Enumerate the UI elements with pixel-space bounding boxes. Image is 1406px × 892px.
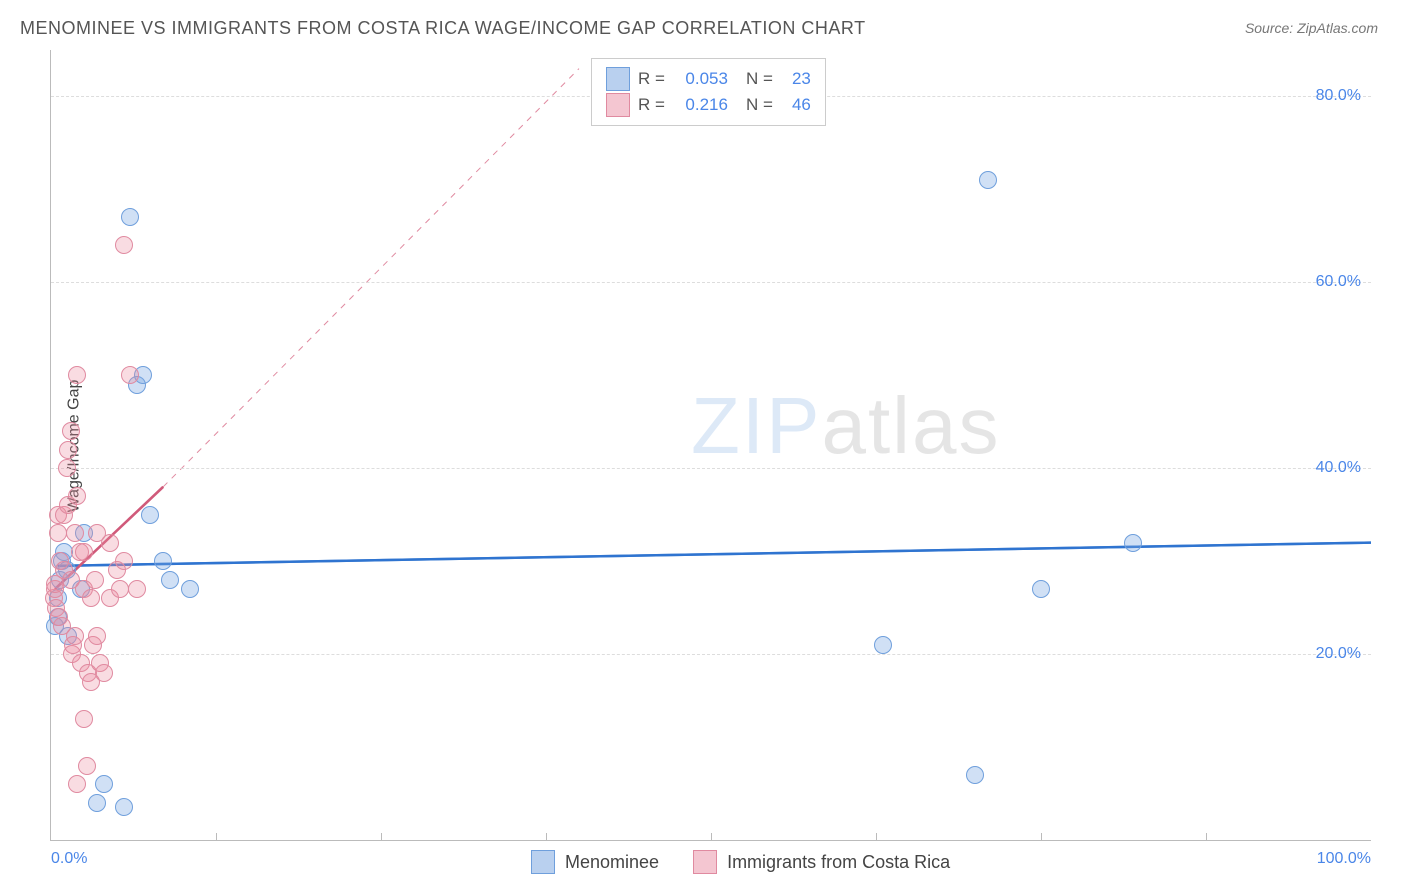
data-point-menominee [115, 798, 133, 816]
data-point-costa_rica [86, 571, 104, 589]
legend-r-value: 0.053 [673, 69, 728, 89]
data-point-costa_rica [121, 366, 139, 384]
data-point-costa_rica [58, 459, 76, 477]
data-point-costa_rica [68, 487, 86, 505]
data-point-costa_rica [115, 236, 133, 254]
data-point-costa_rica [111, 580, 129, 598]
x-tick-mark [546, 833, 547, 841]
legend-swatch [693, 850, 717, 874]
x-tick-label: 100.0% [1317, 850, 1371, 868]
data-point-menominee [979, 171, 997, 189]
x-tick-mark [1041, 833, 1042, 841]
y-tick-label: 40.0% [1316, 459, 1361, 477]
data-point-costa_rica [95, 664, 113, 682]
legend-swatch [606, 93, 630, 117]
y-tick-label: 20.0% [1316, 645, 1361, 663]
legend-row-menominee: R = 0.053 N = 23 [606, 67, 811, 91]
data-point-menominee [874, 636, 892, 654]
trend-line [163, 69, 579, 487]
data-point-menominee [95, 775, 113, 793]
data-point-menominee [88, 794, 106, 812]
chart-title: MENOMINEE VS IMMIGRANTS FROM COSTA RICA … [20, 18, 866, 39]
legend-r-value: 0.216 [673, 95, 728, 115]
x-tick-mark [711, 833, 712, 841]
data-point-costa_rica [128, 580, 146, 598]
legend-r-label: R = [638, 69, 665, 89]
data-point-costa_rica [101, 534, 119, 552]
x-tick-mark [876, 833, 877, 841]
x-tick-mark [381, 833, 382, 841]
legend-r-label: R = [638, 95, 665, 115]
legend-series-label: Immigrants from Costa Rica [727, 852, 950, 873]
data-point-costa_rica [49, 524, 67, 542]
legend-swatch [606, 67, 630, 91]
legend-n-value: 23 [781, 69, 811, 89]
data-point-costa_rica [68, 775, 86, 793]
legend-swatch [531, 850, 555, 874]
gridline-h [51, 654, 1371, 655]
data-point-menominee [966, 766, 984, 784]
data-point-menominee [121, 208, 139, 226]
series-legend: Menominee Immigrants from Costa Rica [531, 850, 974, 874]
legend-n-label: N = [746, 69, 773, 89]
x-tick-mark [216, 833, 217, 841]
data-point-costa_rica [78, 757, 96, 775]
data-point-costa_rica [62, 422, 80, 440]
x-tick-mark [1206, 833, 1207, 841]
data-point-costa_rica [82, 589, 100, 607]
data-point-menominee [154, 552, 172, 570]
data-point-costa_rica [66, 524, 84, 542]
trend-lines-layer [51, 50, 1371, 840]
data-point-menominee [181, 580, 199, 598]
data-point-costa_rica [68, 366, 86, 384]
y-tick-label: 80.0% [1316, 87, 1361, 105]
legend-n-value: 46 [781, 95, 811, 115]
gridline-h [51, 468, 1371, 469]
data-point-costa_rica [66, 627, 84, 645]
data-point-menominee [161, 571, 179, 589]
data-point-menominee [1032, 580, 1050, 598]
data-point-costa_rica [88, 627, 106, 645]
source-attribution: Source: ZipAtlas.com [1245, 20, 1378, 36]
data-point-costa_rica [75, 710, 93, 728]
scatter-plot-area: ZIPatlas 20.0%40.0%60.0%80.0%0.0%100.0%R… [50, 50, 1371, 841]
legend-row-costa_rica: R = 0.216 N = 46 [606, 93, 811, 117]
x-tick-label: 0.0% [51, 850, 87, 868]
legend-n-label: N = [746, 95, 773, 115]
data-point-costa_rica [75, 543, 93, 561]
correlation-legend: R = 0.053 N = 23 R = 0.216 N = 46 [591, 58, 826, 126]
data-point-costa_rica [59, 441, 77, 459]
data-point-menominee [1124, 534, 1142, 552]
legend-series-label: Menominee [565, 852, 659, 873]
data-point-menominee [141, 506, 159, 524]
data-point-costa_rica [115, 552, 133, 570]
gridline-h [51, 282, 1371, 283]
y-tick-label: 60.0% [1316, 273, 1361, 291]
